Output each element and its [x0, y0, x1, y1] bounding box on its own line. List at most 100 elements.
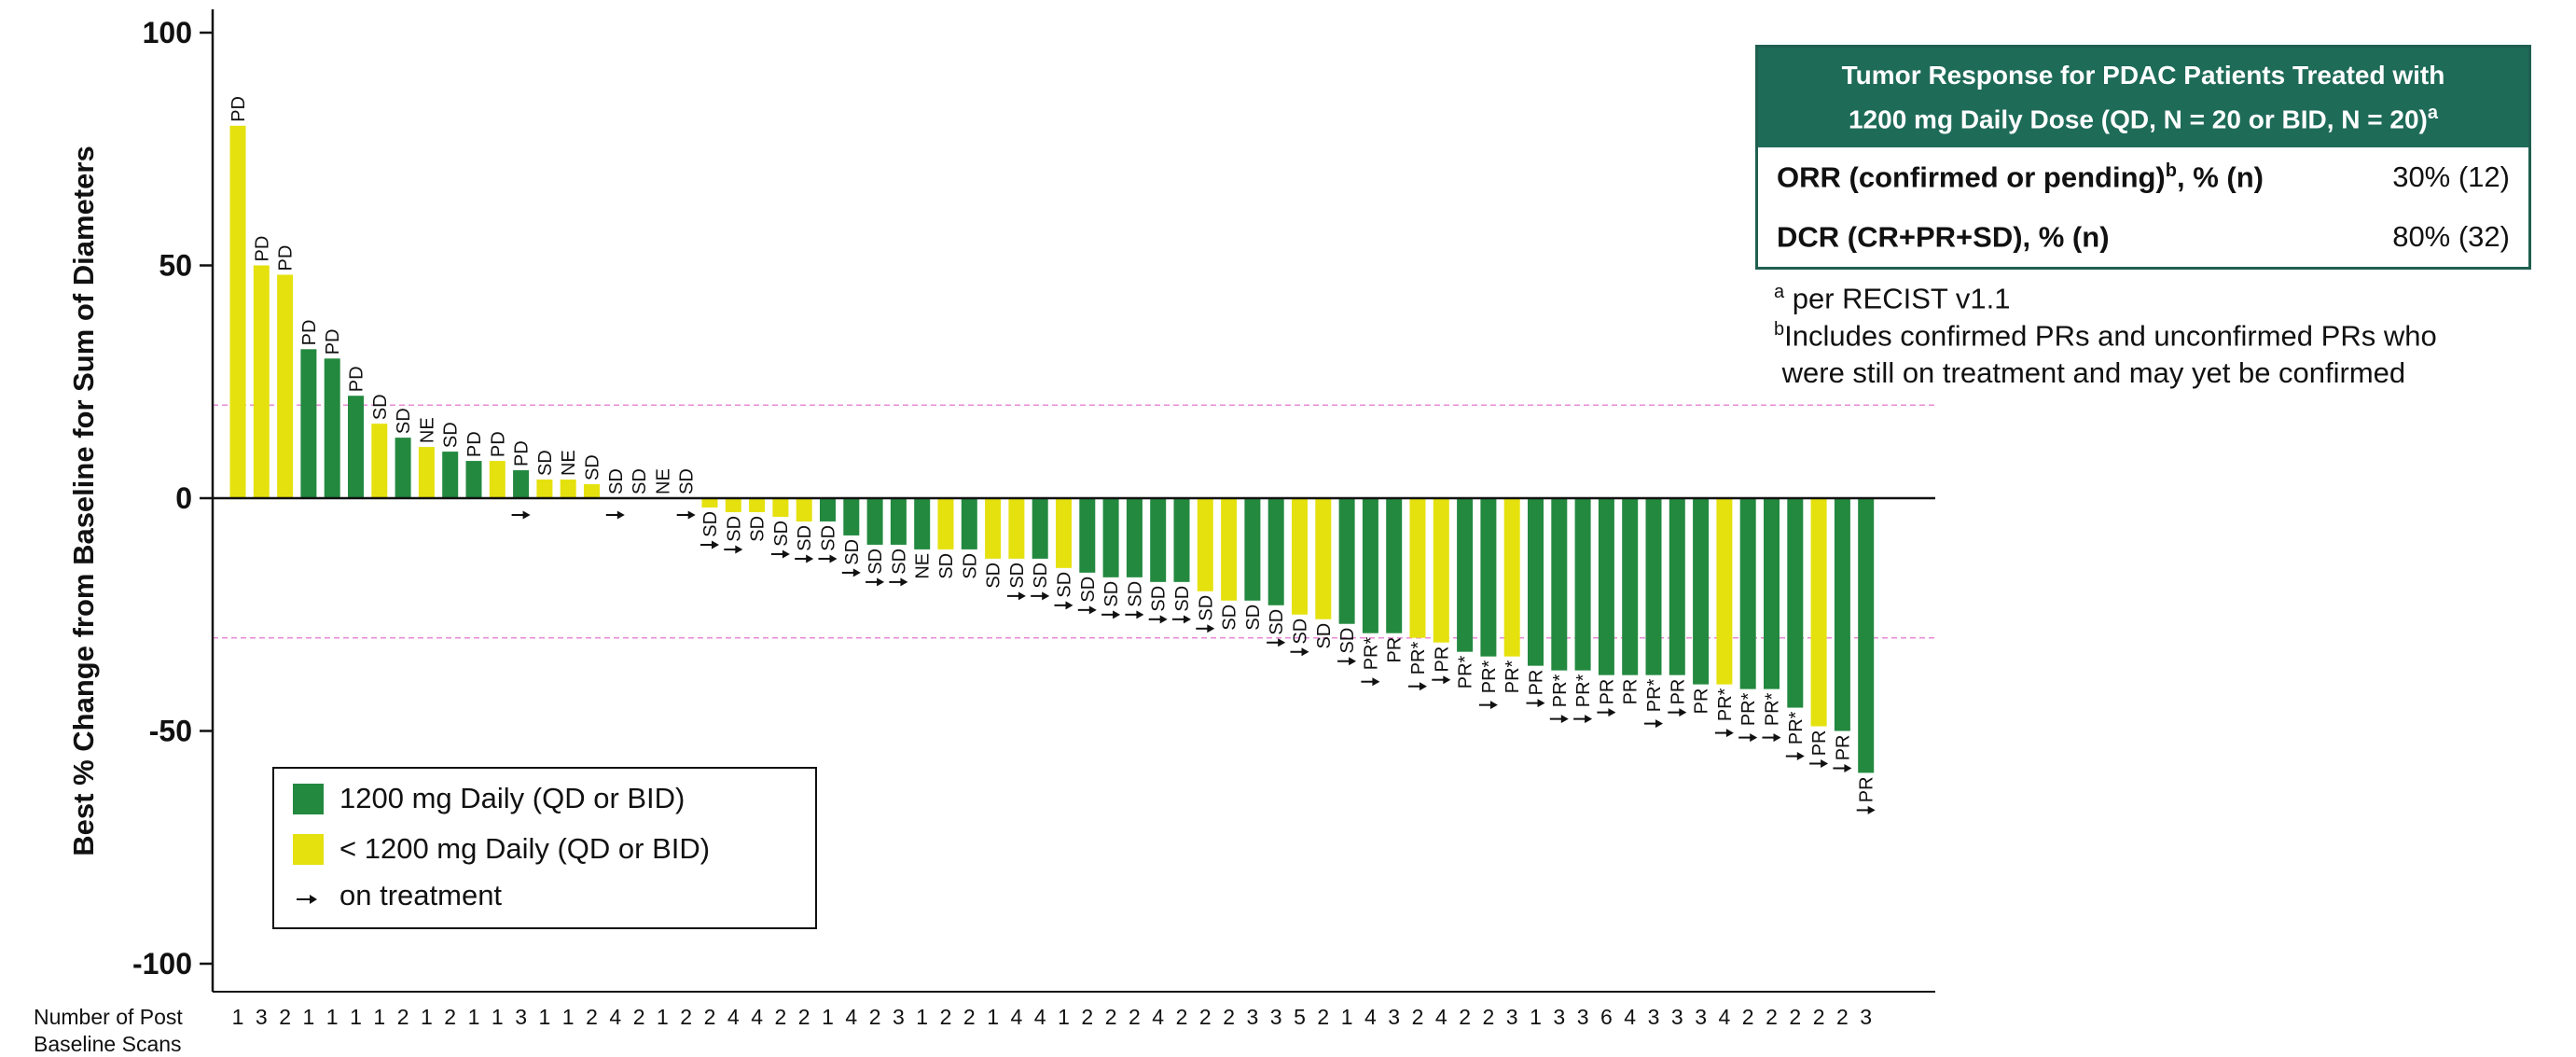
- on-treatment-arrow-icon: [1196, 624, 1215, 633]
- bar-response-label: SD: [1101, 581, 1122, 607]
- on-treatment-arrow-icon: [818, 554, 838, 563]
- bar-response-label: PR*: [1408, 641, 1429, 675]
- bar: [229, 125, 246, 499]
- scan-count: 1: [822, 1005, 834, 1029]
- scan-count: 4: [1364, 1005, 1377, 1029]
- bar-response-label: PR: [1809, 730, 1830, 757]
- scan-count: 2: [586, 1005, 598, 1029]
- scan-count: 3: [1860, 1005, 1872, 1029]
- scan-count: 3: [515, 1005, 527, 1029]
- on-treatment-arrow-icon: [1077, 605, 1097, 615]
- bar-response-label: NE: [913, 553, 934, 579]
- scan-count: 1: [1530, 1005, 1542, 1029]
- bar: [1126, 498, 1143, 577]
- on-treatment-arrow-icon: [1762, 733, 1781, 743]
- scan-count: 2: [633, 1005, 645, 1029]
- bar: [772, 498, 789, 517]
- y-tick-label: 0: [175, 481, 192, 515]
- bar-response-label: PR: [1432, 647, 1452, 673]
- bar-response-label: PR*: [1456, 655, 1476, 688]
- on-treatment-arrows-group: [511, 510, 1876, 814]
- scan-count: 3: [1388, 1005, 1400, 1029]
- legend: 1200 mg Daily (QD or BID) < 1200 mg Dail…: [272, 767, 817, 929]
- bar: [1457, 498, 1474, 652]
- bar-response-label: PD: [464, 431, 485, 457]
- scan-count: 4: [609, 1005, 621, 1029]
- bar: [1669, 498, 1685, 675]
- bar: [489, 461, 506, 498]
- bar-response-label: SD: [771, 521, 792, 547]
- on-treatment-arrow-icon: [1738, 733, 1758, 743]
- bar-response-label: SD: [795, 525, 815, 551]
- y-tick-label: 100: [143, 16, 192, 49]
- bar: [560, 480, 576, 498]
- bar-response-label: SD: [1196, 595, 1216, 621]
- bar: [1574, 498, 1591, 671]
- bar-response-label: SD: [1125, 581, 1145, 607]
- scan-count: 5: [1294, 1005, 1306, 1029]
- scan-count: 1: [987, 1005, 999, 1029]
- bar-response-label: SD: [984, 563, 1004, 589]
- on-treatment-arrow-icon: [1809, 759, 1829, 769]
- scan-count: 4: [751, 1005, 763, 1029]
- bar: [1834, 498, 1850, 731]
- on-treatment-arrow-icon: [1432, 675, 1451, 685]
- on-treatment-arrow-icon: [1148, 615, 1168, 624]
- on-treatment-arrow-icon: [866, 577, 885, 587]
- bar: [395, 438, 411, 498]
- bar: [1079, 498, 1096, 573]
- bar-response-label: SD: [1220, 605, 1240, 631]
- on-treatment-arrow-icon: [889, 577, 908, 587]
- bar: [277, 274, 294, 498]
- bar: [1739, 498, 1756, 689]
- bar-response-label: SD: [1291, 619, 1311, 645]
- scan-count: 2: [1317, 1005, 1329, 1029]
- bar-response-label: SD: [1149, 586, 1170, 612]
- scan-count: 2: [680, 1005, 692, 1029]
- bar-response-label: SD: [936, 553, 957, 579]
- scan-count: 2: [1459, 1005, 1471, 1029]
- on-treatment-arrow-icon: [1267, 638, 1286, 647]
- on-treatment-arrow-icon: [1361, 677, 1380, 687]
- on-treatment-arrow-icon: [700, 540, 719, 549]
- scan-count: 2: [775, 1005, 787, 1029]
- bar-response-label: PR*: [1715, 688, 1736, 721]
- scan-count: 2: [1813, 1005, 1825, 1029]
- scan-count: 1: [350, 1005, 362, 1029]
- dcr-label: DCR (CR+PR+SD), % (n): [1777, 220, 2110, 254]
- bar-response-label: SD: [535, 450, 556, 476]
- scan-count: 2: [1223, 1005, 1235, 1029]
- bar-response-label: PR: [1527, 670, 1547, 696]
- on-treatment-arrow-icon: [1856, 805, 1876, 814]
- bar-response-label: SD: [748, 516, 769, 542]
- footnote-b: bIncludes confirmed PRs and unconfirmed …: [1774, 319, 2437, 390]
- legend-swatch-1200: [293, 784, 324, 814]
- bar: [1503, 498, 1520, 657]
- bar-response-label: PR: [1668, 679, 1688, 705]
- scan-count: 3: [1577, 1005, 1589, 1029]
- scan-count: 6: [1600, 1005, 1613, 1029]
- bar: [1645, 498, 1662, 675]
- bar-response-label: SD: [866, 549, 886, 575]
- table-title-line1: Tumor Response for PDAC Patients Treated…: [1841, 61, 2445, 90]
- bar: [1551, 498, 1568, 671]
- on-treatment-arrow-icon: [1549, 715, 1569, 724]
- scan-count: 1: [562, 1005, 575, 1029]
- bar: [961, 498, 977, 549]
- on-treatment-arrow-icon: [1785, 752, 1805, 761]
- bar: [371, 424, 388, 498]
- bars-group: [229, 125, 1875, 773]
- bar-response-label: SD: [1007, 563, 1028, 589]
- scan-count: 2: [279, 1005, 291, 1029]
- scan-count: 4: [1011, 1005, 1023, 1029]
- bar-response-label: PR: [1597, 679, 1617, 705]
- on-treatment-arrow-icon: [1597, 708, 1616, 717]
- bar-response-label: PD: [347, 366, 367, 392]
- y-axis-label: Best % Change from Baseline for Sum of D…: [67, 146, 100, 855]
- bar: [1764, 498, 1780, 689]
- bar: [1315, 498, 1332, 619]
- footnote-a: a per RECIST v1.1: [1774, 282, 2011, 315]
- bar: [1032, 498, 1048, 559]
- scan-count: 2: [1742, 1005, 1754, 1029]
